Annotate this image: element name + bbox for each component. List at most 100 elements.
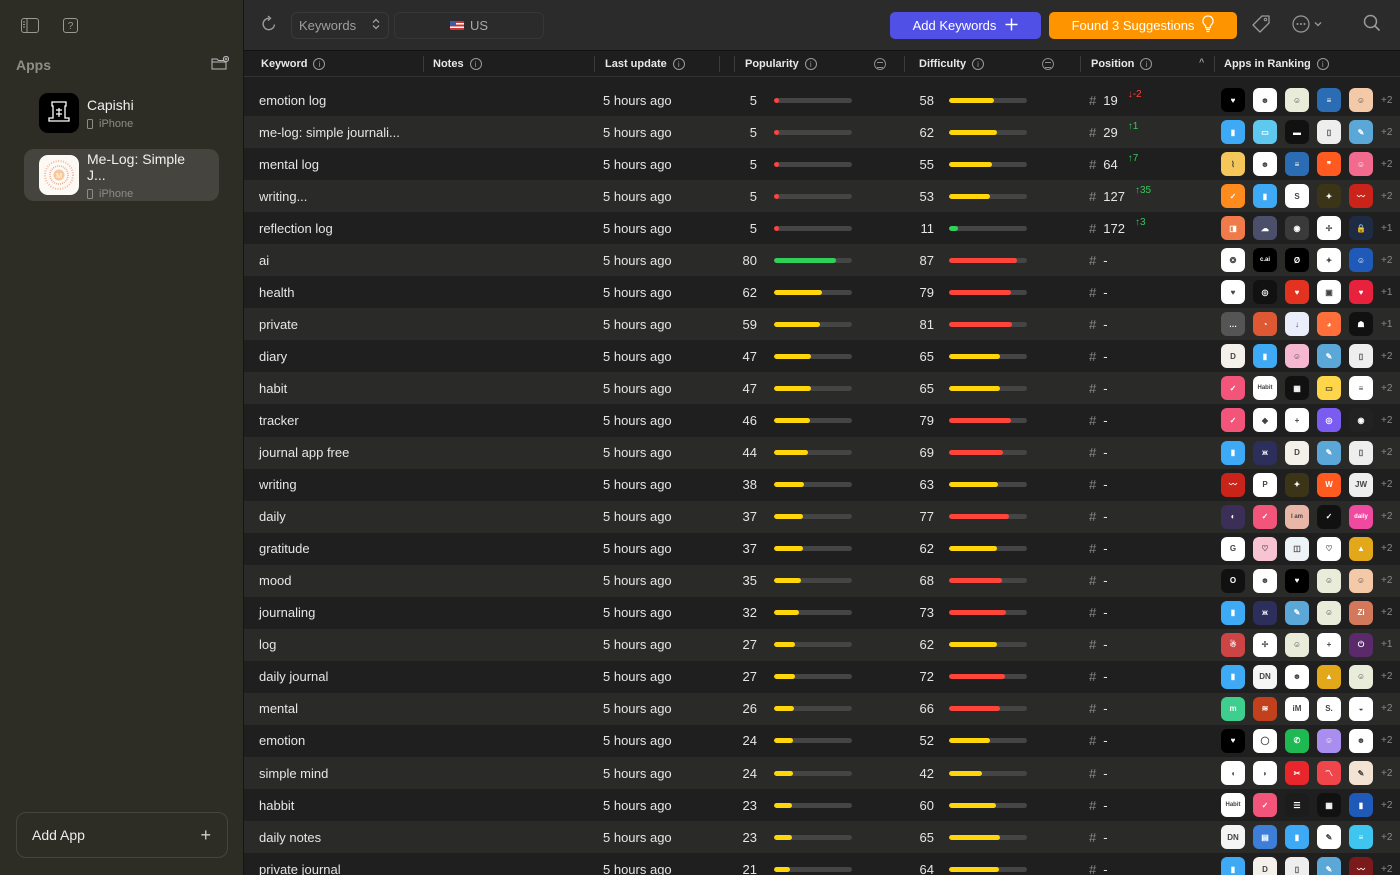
ranking-app-icon[interactable]: +: [1285, 408, 1309, 433]
more-apps-count[interactable]: +2: [1381, 126, 1393, 138]
ranking-app-icon[interactable]: ▮: [1221, 857, 1245, 875]
ranking-app-icon[interactable]: ☰: [1285, 793, 1309, 818]
more-apps-count[interactable]: +2: [1381, 382, 1393, 394]
more-apps-count[interactable]: +1: [1381, 639, 1393, 651]
sort-ascending-icon[interactable]: ^: [1199, 57, 1205, 67]
ranking-app-icon[interactable]: ☺: [1317, 568, 1341, 593]
ranking-app-icon[interactable]: ☺: [1349, 248, 1373, 273]
ranking-app-icon[interactable]: ≋: [1253, 696, 1277, 721]
table-row[interactable]: daily journal 5 hours ago 27 72 # - ▮ DN ☻…: [244, 660, 1400, 693]
ranking-app-icon[interactable]: S.: [1317, 696, 1341, 721]
ranking-app-icon[interactable]: I am: [1285, 504, 1309, 529]
ranking-app-icon[interactable]: DN: [1221, 825, 1245, 850]
table-row[interactable]: reflection log 5 hours ago 5 11 # 172 ↑3…: [244, 212, 1400, 245]
ranking-app-icon[interactable]: ◐: [1221, 504, 1245, 529]
column-divider[interactable]: [594, 56, 595, 72]
ranking-app-icon[interactable]: ♡: [1253, 536, 1277, 561]
more-apps-count[interactable]: +2: [1381, 831, 1393, 843]
apps-in-ranking-cell[interactable]: ⌇ ☻ ≡ ❞ ☺ +2: [1221, 148, 1392, 180]
table-row[interactable]: tracker 5 hours ago 46 79 # - ✓ ◆ + ◎ ◉ +2: [244, 404, 1400, 437]
ranking-app-icon[interactable]: G: [1221, 536, 1245, 561]
ranking-app-icon[interactable]: ✦: [1317, 248, 1341, 273]
table-row[interactable]: private journal 5 hours ago 21 64 # - ▮ D…: [244, 853, 1400, 875]
ranking-app-icon[interactable]: ☻: [1253, 88, 1277, 113]
table-row[interactable]: simple mind 5 hours ago 24 42 # - ◖ ◗ ✂ 〽 ✎ +…: [244, 756, 1400, 790]
info-icon[interactable]: i: [469, 58, 482, 70]
ranking-app-icon[interactable]: ▦: [1285, 376, 1309, 401]
more-apps-count[interactable]: +2: [1381, 190, 1393, 202]
ranking-app-icon[interactable]: ☺: [1349, 664, 1373, 689]
ranking-app-icon[interactable]: ◎: [1317, 408, 1341, 433]
apps-in-ranking-cell[interactable]: ♥ ◯ ✆ ☺ ☻ +2: [1221, 725, 1392, 757]
ranking-app-icon[interactable]: ◎: [1253, 280, 1277, 305]
new-folder-icon[interactable]: [211, 55, 230, 75]
ranking-app-icon[interactable]: ☗: [1349, 312, 1373, 337]
ranking-app-icon[interactable]: ✂: [1285, 761, 1309, 785]
ranking-app-icon[interactable]: ◉: [1349, 408, 1373, 433]
ranking-app-icon[interactable]: W: [1317, 472, 1341, 497]
ranking-app-icon[interactable]: ✎: [1349, 120, 1373, 145]
ranking-app-icon[interactable]: ♥: [1221, 88, 1245, 113]
ranking-app-icon[interactable]: ▭: [1317, 376, 1341, 401]
apps-in-ranking-cell[interactable]: ♥ ☻ ☺ ≡ ☺ +2: [1221, 84, 1392, 116]
apps-in-ranking-cell[interactable]: ◐ ✓ I am ✓ daily +2: [1221, 501, 1392, 533]
more-apps-count[interactable]: +2: [1381, 799, 1393, 811]
ranking-app-icon[interactable]: S: [1285, 184, 1309, 209]
more-apps-count[interactable]: +2: [1381, 511, 1393, 523]
ranking-app-icon[interactable]: ▮: [1253, 184, 1277, 209]
ranking-app-icon[interactable]: ◆: [1253, 408, 1277, 433]
ranking-app-icon[interactable]: c.ai: [1253, 248, 1277, 273]
ranking-app-icon[interactable]: ▤: [1253, 825, 1277, 850]
ranking-app-icon[interactable]: ✎: [1349, 761, 1373, 785]
ranking-app-icon[interactable]: ☃: [1221, 632, 1245, 657]
more-apps-count[interactable]: +2: [1381, 607, 1393, 619]
table-row[interactable]: mood 5 hours ago 35 68 # - O ☻ ♥ ☺ ☺ +2: [244, 564, 1400, 597]
ranking-app-icon[interactable]: ♥: [1221, 280, 1245, 305]
ranking-app-icon[interactable]: ≡: [1349, 376, 1373, 401]
more-apps-count[interactable]: +1: [1381, 318, 1393, 330]
ranking-app-icon[interactable]: ✦: [1317, 184, 1341, 209]
column-header-popularity[interactable]: Popularity i: [745, 51, 817, 77]
ranking-app-icon[interactable]: ▮: [1221, 600, 1245, 625]
ranking-app-icon[interactable]: ☺: [1317, 600, 1341, 625]
table-row[interactable]: habbit 5 hours ago 23 60 # - Habit ✓ ☰ ▦ ▮ +2: [244, 789, 1400, 822]
column-divider[interactable]: [719, 56, 720, 72]
info-icon[interactable]: i: [672, 58, 685, 70]
ranking-app-icon[interactable]: Zi: [1349, 600, 1373, 625]
sidebar-toggle-icon[interactable]: [20, 16, 40, 34]
ranking-app-icon[interactable]: ☻: [1253, 152, 1277, 177]
ranking-app-icon[interactable]: +: [1317, 632, 1341, 657]
ranking-app-icon[interactable]: ж: [1253, 440, 1277, 465]
ranking-app-icon[interactable]: ▮: [1221, 120, 1245, 145]
ranking-app-icon[interactable]: D: [1285, 440, 1309, 465]
apps-in-ranking-cell[interactable]: ◖ ◗ ✂ 〽 ✎ +2: [1221, 757, 1392, 789]
ranking-app-icon[interactable]: ◒: [1349, 696, 1373, 721]
ranking-app-icon[interactable]: ▯: [1349, 344, 1373, 369]
ranking-app-icon[interactable]: ▯: [1317, 120, 1341, 145]
ranking-app-icon[interactable]: 〰: [1349, 857, 1373, 875]
popularity-filter-icon[interactable]: [874, 58, 886, 70]
ranking-app-icon[interactable]: ☺: [1285, 344, 1309, 369]
apps-in-ranking-cell[interactable]: ◨ ☁ ◉ ✢ 🔒 +1: [1221, 212, 1392, 244]
ranking-app-icon[interactable]: ☻: [1253, 568, 1277, 593]
info-icon[interactable]: i: [804, 58, 817, 70]
country-select[interactable]: US: [394, 12, 544, 39]
apps-in-ranking-cell[interactable]: ✓ Habit ▦ ▭ ≡ +2: [1221, 372, 1392, 404]
ranking-app-icon[interactable]: ▣: [1317, 280, 1341, 305]
mode-select[interactable]: Keywords: [291, 12, 389, 39]
apps-in-ranking-cell[interactable]: D ▮ ☺ ✎ ▯ +2: [1221, 340, 1392, 372]
ranking-app-icon[interactable]: ✦: [1285, 472, 1309, 497]
apps-in-ranking-cell[interactable]: ✓ ◆ + ◎ ◉ +2: [1221, 404, 1392, 436]
ranking-app-icon[interactable]: D: [1253, 857, 1277, 875]
ranking-app-icon[interactable]: daily: [1349, 504, 1373, 529]
ranking-app-icon[interactable]: ⌇: [1221, 152, 1245, 177]
ranking-app-icon[interactable]: Ø: [1285, 248, 1309, 273]
table-row[interactable]: journal app free 5 hours ago 44 69 # - ▮…: [244, 436, 1400, 469]
apps-in-ranking-cell[interactable]: ▮ ж D ✎ ▯ +2: [1221, 437, 1392, 469]
apps-in-ranking-cell[interactable]: Habit ✓ ☰ ▦ ▮ +2: [1221, 789, 1392, 821]
ranking-app-icon[interactable]: ✓: [1253, 793, 1277, 818]
ranking-app-icon[interactable]: ▦: [1317, 793, 1341, 818]
table-row[interactable]: mental 5 hours ago 26 66 # - m ≋ iM S. ◒ +2: [244, 692, 1400, 725]
ranking-app-icon[interactable]: ✢: [1317, 216, 1341, 241]
search-icon[interactable]: [1363, 14, 1381, 37]
